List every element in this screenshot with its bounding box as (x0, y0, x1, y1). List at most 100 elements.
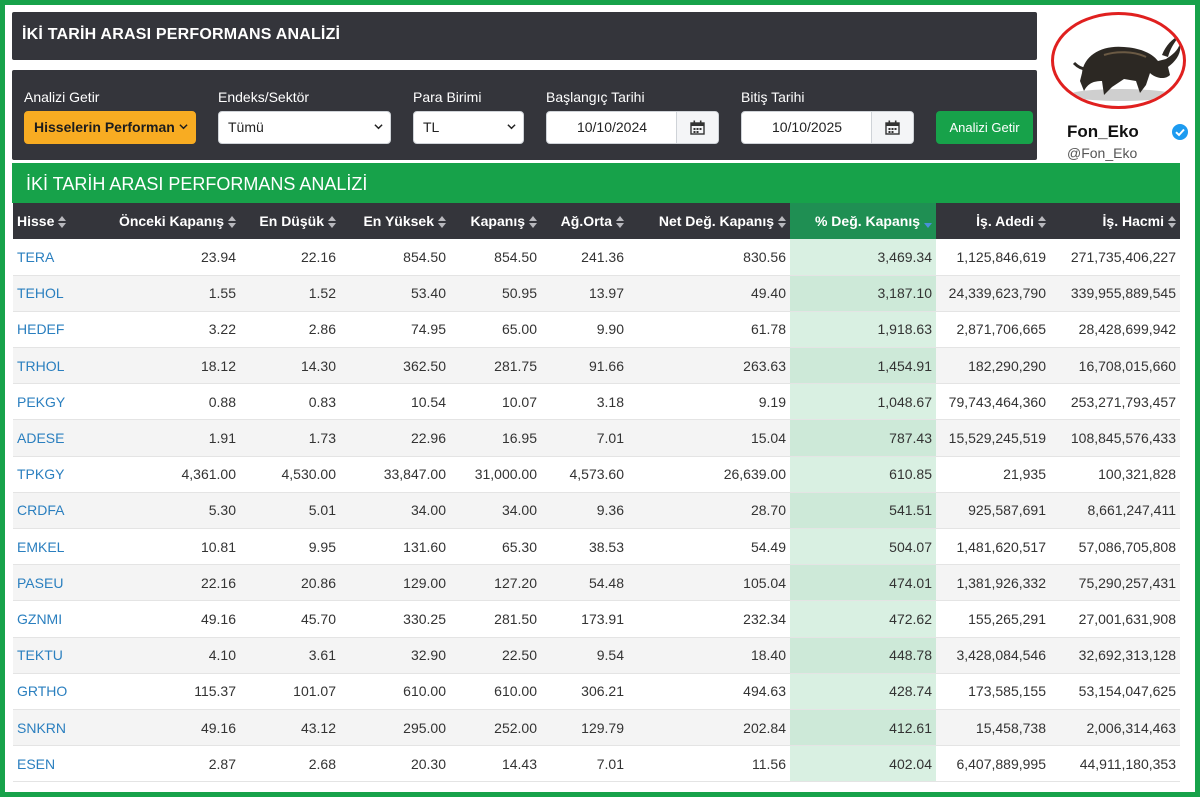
stock-symbol-link[interactable]: TEKTU (13, 637, 95, 674)
table-row[interactable]: TEKTU 4.10 3.61 32.90 22.50 9.54 18.40 448.78 3,… (13, 637, 1180, 674)
stock-symbol-link[interactable]: PEKGY (13, 383, 95, 421)
table-cell: 854.50 (450, 239, 541, 276)
table-cell: 7.01 (541, 419, 628, 457)
stock-symbol-link[interactable]: SNKRN (13, 709, 95, 747)
analysis-select[interactable]: Hisselerin Performan (24, 111, 196, 144)
table-row[interactable]: HEDEF 3.22 2.86 74.95 65.00 9.90 61.78 1,918.63… (13, 311, 1180, 349)
table-row[interactable]: TRHOL 18.12 14.30 362.50 281.75 91.66 263.63 1,… (13, 347, 1180, 385)
table-row[interactable]: PASEU 22.16 20.86 129.00 127.20 54.48 105.04 47… (13, 564, 1180, 602)
column-header[interactable]: İş. Adedi (936, 203, 1050, 239)
table-cell: 281.50 (450, 600, 541, 638)
table-cell: 1,125,846,619 (936, 239, 1050, 276)
end-date-input[interactable]: 10/10/2025 (741, 111, 914, 144)
table-cell: 610.00 (450, 673, 541, 710)
stock-symbol-link[interactable]: TEHOL (13, 275, 95, 312)
column-header[interactable]: % Değ. Kapanış (790, 203, 936, 239)
table-cell: 3,187.10 (790, 275, 936, 312)
table-row[interactable]: ADESE 1.91 1.73 22.96 16.95 7.01 15.04 787.43 15… (13, 419, 1180, 457)
table-cell: 34.00 (340, 492, 450, 530)
table-cell: 22.16 (95, 564, 240, 602)
table-row[interactable]: TERA 23.94 22.16 854.50 854.50 241.36 830.56 3,… (13, 239, 1180, 276)
end-date-calendar-button[interactable] (871, 112, 913, 143)
column-header[interactable]: Ağ.Orta (541, 203, 628, 239)
stock-symbol-link[interactable]: HEDEF (13, 311, 95, 349)
index-select[interactable]: Tümü (218, 111, 391, 144)
table-cell: 44,911,180,353 (1050, 745, 1180, 783)
stock-symbol-link[interactable]: PASEU (13, 564, 95, 602)
table-cell: 295.00 (340, 709, 450, 747)
stock-symbol-link[interactable]: CRDFA (13, 492, 95, 530)
stock-symbol-link[interactable]: EMKEL (13, 528, 95, 566)
column-header-label: Önceki Kapanış (118, 212, 224, 229)
table-cell: 129.00 (340, 564, 450, 602)
table-row[interactable]: SNKRN 49.16 43.12 295.00 252.00 129.79 202.84 4… (13, 709, 1180, 747)
column-header[interactable]: En Düşük (240, 203, 340, 239)
column-header[interactable]: Net Değ. Kapanış (628, 203, 790, 239)
table-cell: 75,290,257,431 (1050, 564, 1180, 602)
stock-symbol-link[interactable]: TRHOL (13, 347, 95, 385)
table-row[interactable]: TEHOL 1.55 1.52 53.40 50.95 13.97 49.40 3,187.1… (13, 275, 1180, 312)
bull-logo (1051, 12, 1186, 109)
table-cell: 50.95 (450, 275, 541, 312)
column-header-label: % Değ. Kapanış (814, 212, 920, 229)
table-cell: 9.36 (541, 492, 628, 530)
table-cell: 26,639.00 (628, 456, 790, 493)
stock-symbol-link[interactable]: TERA (13, 239, 95, 276)
stock-symbol-link[interactable]: ADESE (13, 419, 95, 457)
table-cell: 79,743,464,360 (936, 383, 1050, 421)
table-cell: 854.50 (340, 239, 450, 276)
table-cell: 402.04 (790, 745, 936, 783)
table-cell: 127.20 (450, 564, 541, 602)
table-cell: 4.10 (95, 637, 240, 674)
table-cell: 15,529,245,519 (936, 419, 1050, 457)
table-cell: 22.50 (450, 637, 541, 674)
table-cell: 53,154,047,625 (1050, 673, 1180, 710)
table-cell: 428.74 (790, 673, 936, 710)
table-row[interactable]: CRDFA 5.30 5.01 34.00 34.00 9.36 28.70 541.51 92… (13, 492, 1180, 530)
table-cell: 10.81 (95, 528, 240, 566)
analysis-select-value: Hisselerin Performan (34, 119, 175, 135)
table-cell: 1,918.63 (790, 311, 936, 349)
table-cell: 115.37 (95, 673, 240, 710)
section-title: İKİ TARİH ARASI PERFORMANS ANALİZİ (26, 174, 368, 194)
column-header[interactable]: Önceki Kapanış (95, 203, 240, 239)
stock-symbol-link[interactable]: GRTHO (13, 673, 95, 710)
table-cell: 74.95 (340, 311, 450, 349)
table-cell: 4,530.00 (240, 456, 340, 493)
run-analysis-button[interactable]: Analizi Getir (936, 111, 1033, 144)
table-cell: 0.83 (240, 383, 340, 421)
table-cell: 4,573.60 (541, 456, 628, 493)
column-header[interactable]: Kapanış (450, 203, 541, 239)
stock-symbol-link[interactable]: GZNMI (13, 600, 95, 638)
currency-select[interactable]: TL (413, 111, 524, 144)
table-cell: 925,587,691 (936, 492, 1050, 530)
table-row[interactable]: TPKGY 4,361.00 4,530.00 33,847.00 31,000.00 4… (13, 456, 1180, 493)
column-header-label: Kapanış (470, 212, 525, 229)
table-cell: 6,407,889,995 (936, 745, 1050, 783)
table-cell: 232.34 (628, 600, 790, 638)
column-header[interactable]: En Yüksek (340, 203, 450, 239)
table-cell: 49.16 (95, 709, 240, 747)
table-row[interactable]: GRTHO 115.37 101.07 610.00 610.00 306.21 494.6… (13, 673, 1180, 710)
table-cell: 155,265,291 (936, 600, 1050, 638)
table-row[interactable]: ESEN 2.87 2.68 20.30 14.43 7.01 11.56 402.04 6,4… (13, 745, 1180, 783)
table-row[interactable]: GZNMI 49.16 45.70 330.25 281.50 173.91 232.34 4… (13, 600, 1180, 638)
table-cell: 65.00 (450, 311, 541, 349)
start-date-input[interactable]: 10/10/2024 (546, 111, 719, 144)
stock-symbol-link[interactable]: ESEN (13, 745, 95, 783)
table-cell: 1,048.67 (790, 383, 936, 421)
column-header[interactable]: Hisse (13, 203, 95, 239)
table-cell: 23.94 (95, 239, 240, 276)
table-row[interactable]: PEKGY 0.88 0.83 10.54 10.07 3.18 9.19 1,048.67 7… (13, 383, 1180, 421)
table-cell: 173.91 (541, 600, 628, 638)
table-cell: 448.78 (790, 637, 936, 674)
stock-symbol-link[interactable]: TPKGY (13, 456, 95, 493)
table-cell: 1,381,926,332 (936, 564, 1050, 602)
performance-table: Hisse Önceki Kapanış En Düşük En Yüksek Kapa… (13, 203, 1180, 783)
table-row[interactable]: EMKEL 10.81 9.95 131.60 65.30 38.53 54.49 504.0… (13, 528, 1180, 566)
table-cell: 830.56 (628, 239, 790, 276)
column-header[interactable]: İş. Hacmi (1050, 203, 1180, 239)
start-date-calendar-button[interactable] (676, 112, 718, 143)
table-cell: 1.55 (95, 275, 240, 312)
table-cell: 28.70 (628, 492, 790, 530)
